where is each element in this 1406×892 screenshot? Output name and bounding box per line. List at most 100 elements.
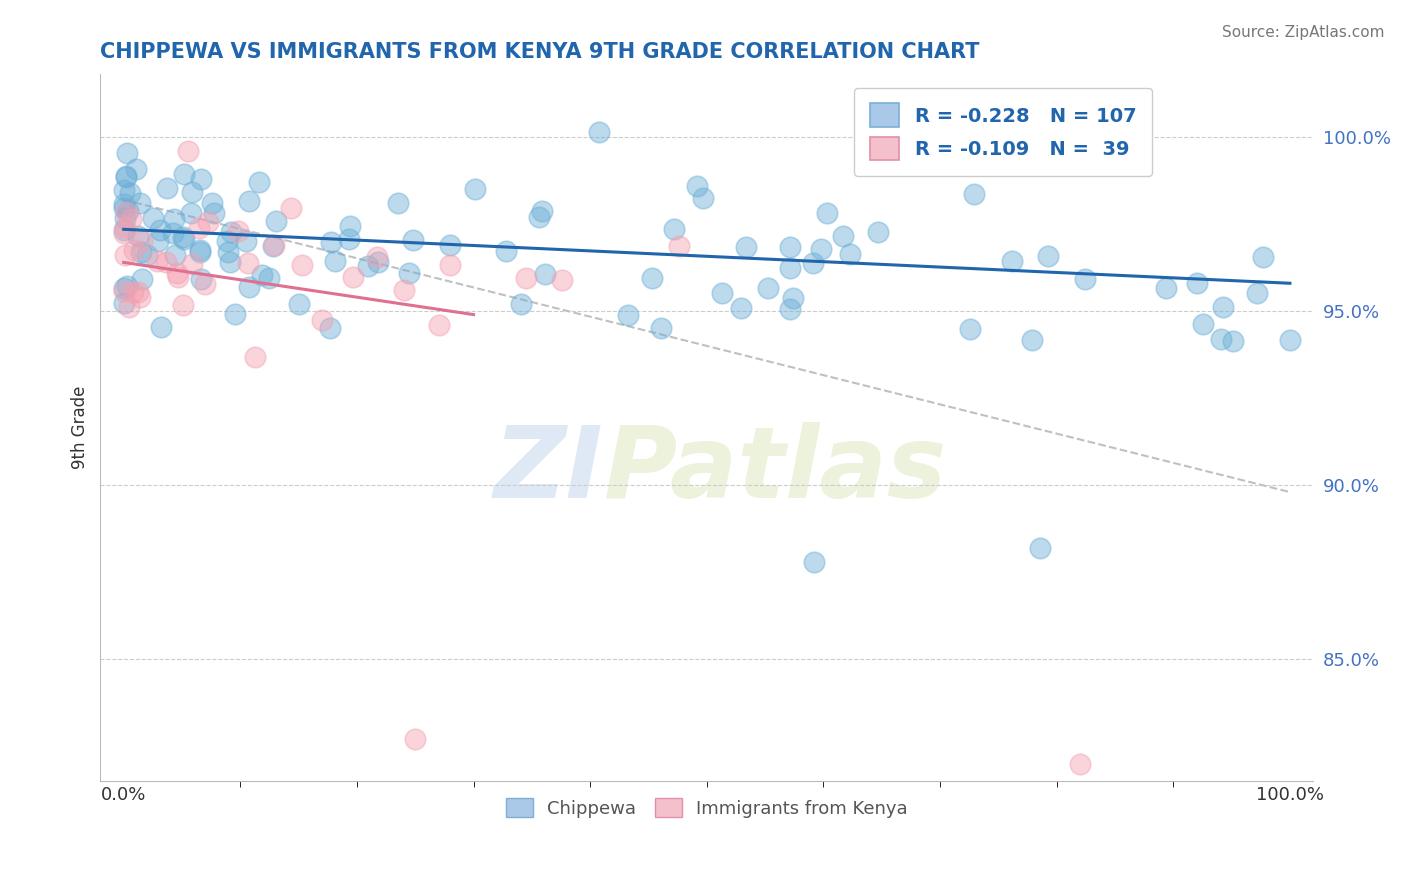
Point: [650, 321, 672, 335]
Point: [551, 273, 574, 287]
Point: [527, 210, 550, 224]
Point: [319, 320, 342, 334]
Point: [197, 215, 219, 229]
Point: [959, 321, 981, 335]
Point: [172, 298, 194, 312]
Point: [662, 221, 685, 235]
Point: [323, 253, 346, 268]
Point: [194, 277, 217, 291]
Point: [165, 248, 187, 262]
Point: [357, 260, 380, 274]
Point: [201, 195, 224, 210]
Point: [112, 226, 135, 240]
Point: [188, 244, 211, 258]
Point: [291, 258, 314, 272]
Point: [439, 258, 461, 272]
Point: [142, 211, 165, 225]
Point: [1251, 250, 1274, 264]
Point: [112, 284, 135, 298]
Point: [801, 256, 824, 270]
Point: [779, 301, 801, 316]
Point: [219, 254, 242, 268]
Point: [262, 238, 284, 252]
Point: [124, 243, 146, 257]
Point: [464, 182, 486, 196]
Point: [166, 266, 188, 280]
Point: [250, 268, 273, 283]
Point: [530, 203, 553, 218]
Point: [155, 254, 177, 268]
Point: [1154, 280, 1177, 294]
Point: [162, 226, 184, 240]
Text: CHIPPEWA VS IMMIGRANTS FROM KENYA 9TH GRADE CORRELATION CHART: CHIPPEWA VS IMMIGRANTS FROM KENYA 9TH GR…: [100, 42, 980, 62]
Point: [392, 283, 415, 297]
Point: [150, 320, 173, 334]
Point: [112, 281, 135, 295]
Point: [810, 242, 832, 256]
Point: [439, 238, 461, 252]
Point: [114, 248, 136, 262]
Point: [187, 220, 209, 235]
Point: [114, 204, 136, 219]
Point: [534, 267, 557, 281]
Text: Patlas: Patlas: [603, 422, 948, 518]
Point: [367, 255, 389, 269]
Point: [114, 211, 136, 225]
Point: [387, 196, 409, 211]
Point: [337, 232, 360, 246]
Point: [115, 169, 138, 183]
Point: [173, 232, 195, 246]
Point: [235, 234, 257, 248]
Point: [509, 296, 531, 310]
Point: [832, 229, 855, 244]
Point: [1029, 541, 1052, 555]
Point: [163, 211, 186, 226]
Point: [1246, 285, 1268, 300]
Point: [215, 234, 238, 248]
Point: [217, 244, 239, 259]
Point: [180, 185, 202, 199]
Point: [115, 278, 138, 293]
Point: [685, 178, 707, 193]
Point: [243, 350, 266, 364]
Point: [131, 272, 153, 286]
Point: [803, 555, 825, 569]
Point: [866, 225, 889, 239]
Y-axis label: 9th Grade: 9th Grade: [72, 386, 89, 469]
Point: [149, 223, 172, 237]
Point: [202, 206, 225, 220]
Point: [427, 318, 450, 332]
Point: [238, 280, 260, 294]
Point: [190, 272, 212, 286]
Point: [172, 229, 194, 244]
Point: [1211, 332, 1233, 346]
Point: [404, 732, 426, 747]
Point: [156, 181, 179, 195]
Point: [117, 204, 139, 219]
Point: [495, 244, 517, 258]
Point: [129, 196, 152, 211]
Point: [112, 296, 135, 310]
Point: [120, 211, 142, 226]
Point: [173, 167, 195, 181]
Text: Source: ZipAtlas.com: Source: ZipAtlas.com: [1222, 25, 1385, 40]
Point: [112, 223, 135, 237]
Point: [190, 172, 212, 186]
Point: [1185, 276, 1208, 290]
Point: [692, 191, 714, 205]
Point: [756, 281, 779, 295]
Point: [249, 175, 271, 189]
Point: [181, 257, 204, 271]
Point: [1222, 334, 1244, 348]
Point: [257, 270, 280, 285]
Point: [617, 308, 640, 322]
Point: [115, 170, 138, 185]
Point: [112, 183, 135, 197]
Point: [1069, 756, 1091, 771]
Point: [339, 219, 361, 233]
Point: [588, 125, 610, 139]
Point: [321, 235, 343, 249]
Point: [1278, 333, 1301, 347]
Point: [236, 256, 259, 270]
Point: [711, 286, 734, 301]
